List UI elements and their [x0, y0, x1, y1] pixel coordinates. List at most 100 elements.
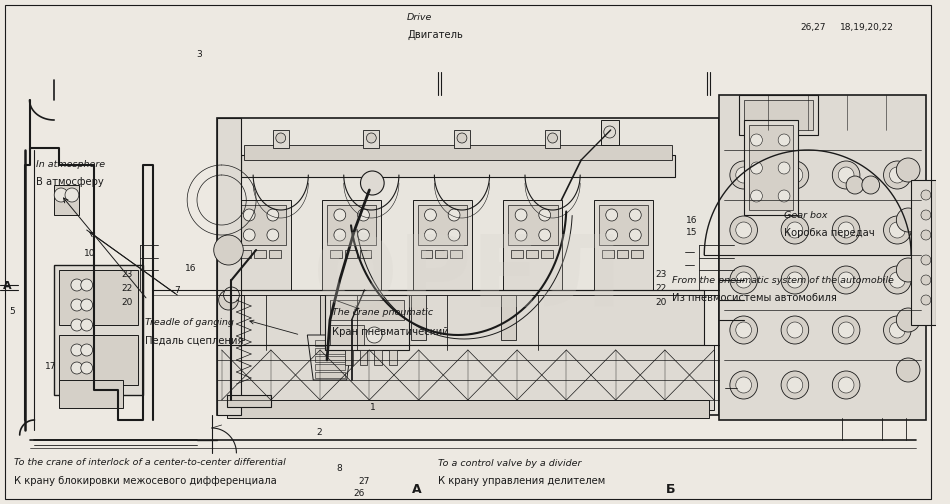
Circle shape [606, 209, 618, 221]
Circle shape [730, 266, 757, 294]
Circle shape [921, 295, 931, 305]
Text: 20: 20 [655, 298, 666, 307]
Bar [59, 380, 124, 408]
Text: Двигатель: Двигатель [407, 30, 463, 40]
Circle shape [838, 272, 854, 288]
Bar [330, 250, 342, 258]
Text: The crane pneumatic: The crane pneumatic [332, 308, 433, 318]
Text: А: А [3, 281, 11, 291]
Bar [54, 265, 142, 395]
Circle shape [214, 235, 243, 265]
Bar [244, 145, 672, 160]
Circle shape [243, 229, 256, 241]
Circle shape [81, 319, 92, 331]
Text: To the crane of interlock of a center-to-center differential: To the crane of interlock of a center-to… [14, 458, 286, 467]
Text: Из пневмосистемы автомобиля: Из пневмосистемы автомобиля [672, 293, 837, 303]
Text: 7: 7 [174, 286, 180, 295]
Bar [232, 200, 291, 290]
Text: 18,19,20,22: 18,19,20,22 [841, 23, 894, 32]
Bar [59, 270, 138, 325]
Bar [744, 100, 812, 130]
Bar [749, 125, 793, 210]
Bar [544, 130, 560, 148]
Text: К крану управления делителем: К крану управления делителем [438, 476, 605, 486]
Bar [269, 250, 280, 258]
Circle shape [736, 377, 751, 393]
Circle shape [81, 299, 92, 311]
Text: 22: 22 [655, 284, 666, 293]
Bar [719, 95, 926, 420]
Text: 20: 20 [122, 298, 133, 307]
Circle shape [832, 266, 860, 294]
Bar [345, 250, 356, 258]
Circle shape [730, 161, 757, 189]
Text: Педаль сцепления: Педаль сцепления [145, 335, 243, 345]
Circle shape [81, 344, 92, 356]
Circle shape [750, 162, 763, 174]
Bar [359, 250, 371, 258]
Circle shape [730, 216, 757, 244]
Text: Treadle of ganging: Treadle of ganging [145, 318, 234, 327]
Circle shape [65, 188, 79, 202]
Circle shape [897, 158, 920, 182]
Text: 8: 8 [337, 464, 343, 473]
Text: 27: 27 [358, 477, 370, 486]
Circle shape [884, 316, 911, 344]
Circle shape [367, 327, 382, 343]
Circle shape [838, 167, 854, 183]
Circle shape [448, 209, 460, 221]
Circle shape [750, 190, 763, 202]
Circle shape [547, 133, 558, 143]
Circle shape [838, 322, 854, 338]
Circle shape [54, 188, 68, 202]
Bar [526, 250, 538, 258]
Bar [241, 155, 674, 177]
Circle shape [884, 216, 911, 244]
Bar [315, 340, 345, 346]
Circle shape [884, 266, 911, 294]
Circle shape [730, 371, 757, 399]
Circle shape [750, 134, 763, 146]
Circle shape [606, 229, 618, 241]
Text: 3: 3 [197, 50, 202, 59]
Circle shape [889, 322, 905, 338]
Circle shape [921, 275, 931, 285]
Text: ОРЕЛ: ОРЕЛ [314, 231, 622, 329]
Circle shape [781, 371, 808, 399]
Bar [600, 120, 618, 145]
Circle shape [778, 162, 790, 174]
Circle shape [921, 255, 931, 265]
Bar [450, 250, 462, 258]
Circle shape [71, 319, 83, 331]
Bar [504, 200, 562, 290]
Text: 5: 5 [10, 307, 15, 317]
Text: Б: Б [666, 483, 675, 496]
Circle shape [736, 272, 751, 288]
Circle shape [781, 161, 808, 189]
Bar [330, 300, 404, 320]
Circle shape [243, 209, 256, 221]
Circle shape [333, 229, 346, 241]
Bar [345, 350, 352, 365]
Circle shape [71, 362, 83, 374]
Circle shape [889, 167, 905, 183]
Text: To a control valve by a divider: To a control valve by a divider [438, 459, 581, 468]
Circle shape [223, 287, 239, 303]
Circle shape [832, 216, 860, 244]
Circle shape [897, 258, 920, 282]
Bar [412, 200, 472, 290]
Circle shape [787, 222, 803, 238]
Bar [255, 250, 266, 258]
Bar [315, 364, 345, 370]
Text: К крану блокировки межосевого дифференциала: К крану блокировки межосевого дифференци… [14, 476, 276, 486]
Bar [502, 295, 516, 340]
Circle shape [889, 272, 905, 288]
Text: 16: 16 [185, 264, 197, 273]
Text: 26: 26 [353, 489, 365, 498]
Text: 2: 2 [316, 428, 322, 437]
Circle shape [515, 209, 527, 221]
Text: 22: 22 [122, 284, 133, 293]
Circle shape [71, 279, 83, 291]
Bar [330, 325, 365, 345]
Bar [508, 205, 558, 245]
